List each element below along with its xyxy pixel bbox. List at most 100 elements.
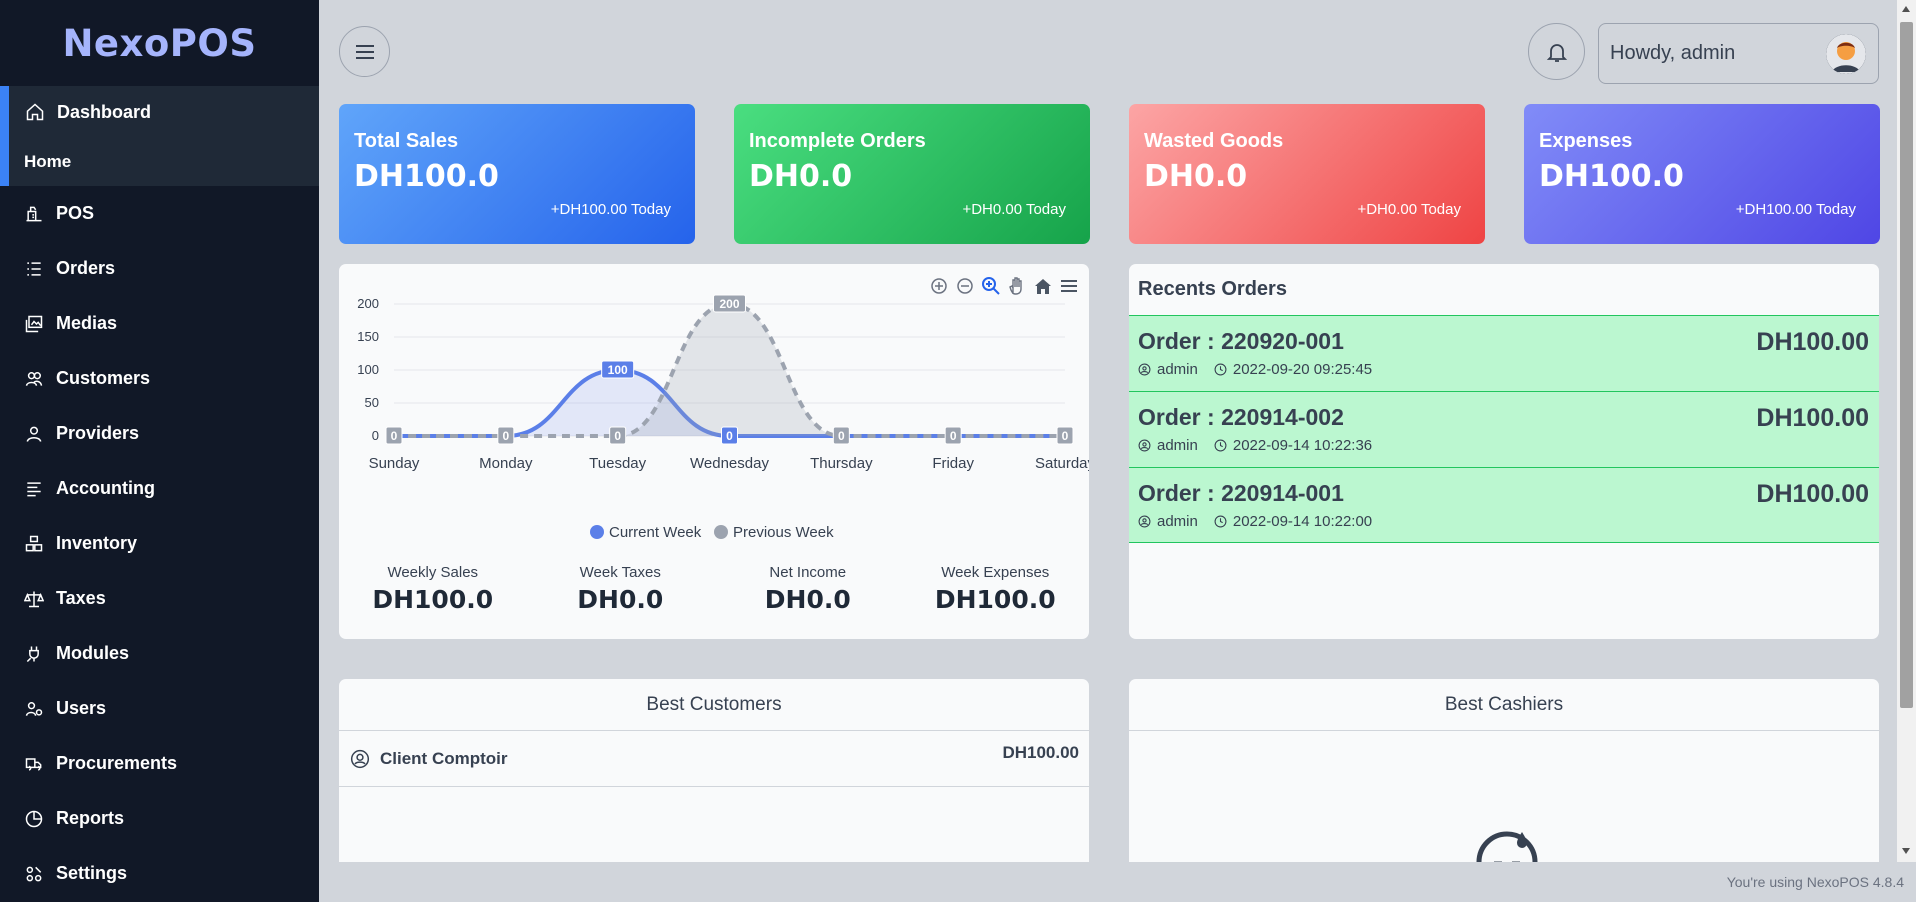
- scroll-up-icon[interactable]: [1902, 6, 1910, 12]
- sidebar-item-pos[interactable]: POS: [0, 186, 319, 241]
- list-icon: [24, 259, 44, 279]
- sidebar-item-inventory[interactable]: Inventory: [0, 516, 319, 571]
- sidebar-dashboard-group: Dashboard Home: [0, 86, 319, 186]
- series-area-previous-week: [394, 304, 1065, 436]
- order-date: 2022-09-20 09:25:45: [1232, 361, 1373, 378]
- pan-hand-icon[interactable]: [1007, 276, 1027, 296]
- x-tick-label: Friday: [932, 455, 974, 472]
- sidebar-item-dashboard[interactable]: Dashboard: [9, 86, 319, 138]
- app-logo[interactable]: NexoPOS: [62, 21, 257, 65]
- sidebar-item-accounting[interactable]: Accounting: [0, 461, 319, 516]
- truck-icon: [24, 754, 44, 774]
- card-delta: +DH100.00 Today: [1735, 201, 1856, 218]
- order-date: 2022-09-14 10:22:00: [1232, 513, 1373, 530]
- sidebar-item-users[interactable]: Users: [0, 681, 319, 736]
- greeting-text: Howdy, admin: [1610, 42, 1736, 64]
- menu-toggle-button[interactable]: [339, 26, 390, 77]
- legend-label: Previous Week: [733, 524, 834, 541]
- zoom-in-icon[interactable]: [929, 276, 949, 296]
- data-label-box: [1056, 426, 1074, 445]
- stat-label: Week Taxes: [579, 564, 661, 581]
- data-label-box: [944, 426, 962, 445]
- best-cashiers-title: Best Cashiers: [1129, 679, 1879, 731]
- avatar: [1826, 34, 1866, 74]
- stat-value: DH100.0: [372, 585, 494, 614]
- card-delta: +DH0.00 Today: [1357, 201, 1461, 218]
- sidebar-item-label: Accounting: [56, 478, 155, 498]
- card-value: DH0.0: [749, 159, 853, 194]
- y-tick-label: 50: [365, 395, 379, 410]
- ledger-icon: [24, 479, 44, 499]
- data-label-box: [601, 360, 635, 379]
- sidebar-item-reports[interactable]: Reports: [0, 791, 319, 846]
- data-label: 0: [838, 429, 845, 443]
- x-tick-label: Thursday: [810, 455, 873, 472]
- data-label-box: [385, 426, 403, 445]
- x-tick-label: Monday: [479, 455, 533, 472]
- x-tick-label: Tuesday: [589, 455, 646, 472]
- sidebar-item-providers[interactable]: Providers: [0, 406, 319, 461]
- clock-icon: [1214, 439, 1227, 452]
- image-icon: [24, 314, 44, 334]
- users-cog-icon: [24, 699, 44, 719]
- card-value: DH100.0: [1539, 159, 1684, 194]
- data-label: 0: [1062, 429, 1069, 443]
- user-menu-button[interactable]: Howdy, admin: [1598, 23, 1879, 84]
- chart-menu-icon[interactable]: [1059, 276, 1079, 296]
- recent-orders-title: Recents Orders: [1138, 278, 1287, 300]
- recent-orders-panel: Recents Orders Order : 220920-001 DH100.0…: [1129, 264, 1879, 639]
- card-title: Expenses: [1539, 130, 1633, 152]
- zoom-select-icon[interactable]: [981, 276, 1001, 296]
- reset-home-icon[interactable]: [1033, 276, 1053, 296]
- sidebar-item-taxes[interactable]: Taxes: [0, 571, 319, 626]
- sidebar-item-customers[interactable]: Customers: [0, 351, 319, 406]
- order-row[interactable]: Order : 220914-001 DH100.00 admin 2022-09-1…: [1129, 467, 1879, 543]
- card-title: Incomplete Orders: [749, 130, 926, 152]
- version-footer: You're using NexoPOS 4.8.4: [319, 862, 1916, 902]
- sidebar-item-label: Customers: [56, 368, 151, 388]
- scroll-thumb[interactable]: [1900, 22, 1913, 708]
- customer-row[interactable]: Client Comptoir DH100.00: [339, 731, 1089, 787]
- data-label-box: [497, 426, 515, 445]
- sidebar-subitem-home[interactable]: Home: [24, 152, 72, 171]
- order-user: admin: [1157, 437, 1198, 454]
- sidebar-item-settings[interactable]: Settings: [0, 846, 319, 901]
- order-row[interactable]: Order : 220920-001 DH100.00 admin 2022-09-2…: [1129, 315, 1879, 391]
- sidebar-item-label: Users: [56, 698, 107, 718]
- weekly-chart-panel: 0 50 100 150 200 100 0 0 0 0 200 0 0 0 Sunday Monday Tue…: [339, 264, 1089, 639]
- stat-card-incomplete-orders: Incomplete Orders DH0.0 +DH0.00 Today: [734, 104, 1090, 244]
- legend-label: Current Week: [609, 524, 702, 541]
- plug-icon: [24, 644, 44, 664]
- pie-chart-icon: [24, 809, 44, 829]
- card-delta: +DH0.00 Today: [962, 201, 1066, 218]
- zoom-out-icon[interactable]: [955, 276, 975, 296]
- sidebar-item-modules[interactable]: Modules: [0, 626, 319, 681]
- order-code: Order : 220914-001: [1138, 480, 1344, 506]
- sidebar-item-label: Procurements: [56, 753, 178, 773]
- sidebar-item-label: POS: [56, 203, 95, 223]
- card-title: Total Sales: [354, 130, 459, 152]
- order-amount: DH100.00: [1756, 328, 1869, 356]
- main-content: Howdy, admin Total Sales DH100.0 +DH100.00…: [319, 0, 1897, 869]
- card-title: Wasted Goods: [1144, 130, 1284, 152]
- data-label: 0: [502, 429, 509, 443]
- data-label: 200: [719, 297, 739, 311]
- sidebar-item-medias[interactable]: Medias: [0, 296, 319, 351]
- data-label-box: [713, 294, 746, 313]
- pos-icon: [24, 204, 44, 224]
- weekly-stat-week-expenses: Week Expenses DH100.0: [902, 564, 1090, 614]
- notifications-button[interactable]: [1528, 23, 1585, 80]
- data-label: 0: [950, 429, 957, 443]
- sidebar-item-orders[interactable]: Orders: [0, 241, 319, 296]
- order-row[interactable]: Order : 220914-002 DH100.00 admin 2022-09-1…: [1129, 391, 1879, 467]
- order-amount: DH100.00: [1756, 480, 1869, 508]
- page-scrollbar[interactable]: [1897, 0, 1916, 862]
- sidebar-item-label: Taxes: [56, 588, 106, 608]
- sidebar-item-procurements[interactable]: Procurements: [0, 736, 319, 791]
- sidebar-item-label: Inventory: [56, 533, 138, 553]
- y-tick-label: 200: [357, 296, 379, 311]
- scroll-down-icon[interactable]: [1902, 848, 1910, 854]
- y-tick-label: 100: [357, 362, 379, 377]
- y-tick-label: 0: [372, 428, 379, 443]
